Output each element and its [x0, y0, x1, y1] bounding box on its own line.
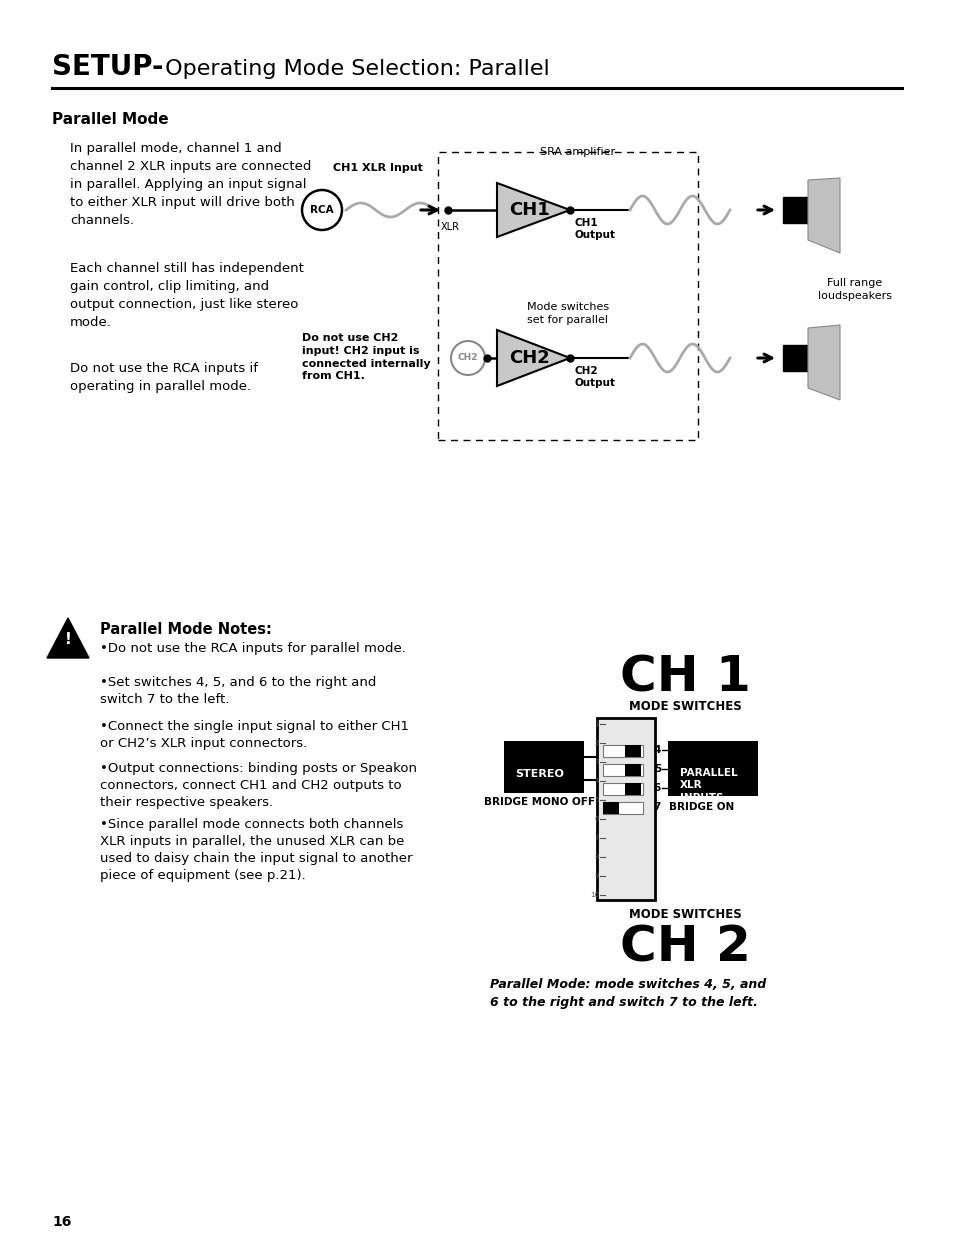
Text: Do not use CH2
input! CH2 input is
connected internally
from CH1.: Do not use CH2 input! CH2 input is conne…: [302, 333, 430, 382]
FancyBboxPatch shape: [597, 718, 655, 900]
FancyBboxPatch shape: [602, 802, 642, 814]
Polygon shape: [497, 330, 569, 387]
Polygon shape: [782, 345, 807, 370]
Text: Parallel Mode: mode switches 4, 5, and
6 to the right and switch 7 to the left.: Parallel Mode: mode switches 4, 5, and 6…: [490, 978, 765, 1009]
Text: Parallel Mode: Parallel Mode: [52, 112, 169, 127]
Text: •Output connections: binding posts or Speakon
connectors, connect CH1 and CH2 ou: •Output connections: binding posts or Sp…: [100, 762, 416, 809]
Polygon shape: [807, 178, 840, 253]
Text: Do not use the RCA inputs if
operating in parallel mode.: Do not use the RCA inputs if operating i…: [70, 362, 257, 393]
FancyBboxPatch shape: [602, 745, 642, 757]
Text: MODE SWITCHES: MODE SWITCHES: [628, 700, 740, 713]
Text: 7: 7: [594, 835, 598, 841]
FancyBboxPatch shape: [602, 783, 642, 795]
Text: BRIDGE MONO OFF: BRIDGE MONO OFF: [484, 797, 595, 806]
Text: 1: 1: [594, 721, 598, 727]
Text: Full range
loudspeakers: Full range loudspeakers: [817, 278, 891, 301]
FancyBboxPatch shape: [503, 741, 583, 793]
Text: •Since parallel mode connects both channels
XLR inputs in parallel, the unused X: •Since parallel mode connects both chann…: [100, 818, 412, 882]
Text: !: !: [65, 632, 71, 647]
FancyBboxPatch shape: [624, 764, 640, 776]
Polygon shape: [47, 618, 89, 658]
Text: CH2
Output: CH2 Output: [575, 366, 616, 388]
Text: CH 1: CH 1: [618, 653, 750, 701]
Polygon shape: [807, 325, 840, 400]
Text: 4: 4: [594, 778, 598, 784]
Text: CH2: CH2: [457, 353, 477, 363]
Text: 2: 2: [594, 740, 598, 746]
Text: SRA amplifier: SRA amplifier: [539, 147, 615, 157]
Text: 6: 6: [653, 783, 660, 793]
Text: PARALLEL
XLR
INPUTS: PARALLEL XLR INPUTS: [679, 768, 737, 803]
Text: In parallel mode, channel 1 and
channel 2 XLR inputs are connected
in parallel. : In parallel mode, channel 1 and channel …: [70, 142, 311, 227]
FancyBboxPatch shape: [667, 741, 758, 797]
Text: 4: 4: [653, 745, 660, 755]
Text: BRIDGE ON: BRIDGE ON: [668, 802, 734, 811]
Text: SETUP-: SETUP-: [52, 53, 163, 82]
FancyBboxPatch shape: [602, 802, 618, 814]
Text: 6: 6: [594, 816, 598, 823]
Text: •Set switches 4, 5, and 6 to the right and
switch 7 to the left.: •Set switches 4, 5, and 6 to the right a…: [100, 676, 376, 706]
Text: Parallel Mode Notes:: Parallel Mode Notes:: [100, 622, 272, 637]
FancyBboxPatch shape: [624, 745, 640, 757]
Text: 5: 5: [594, 797, 598, 803]
Text: 10: 10: [589, 892, 598, 898]
FancyBboxPatch shape: [624, 783, 640, 795]
Text: •Do not use the RCA inputs for parallel mode.: •Do not use the RCA inputs for parallel …: [100, 642, 405, 655]
Text: Operating Mode Selection: Parallel: Operating Mode Selection: Parallel: [158, 59, 549, 79]
Text: STEREO: STEREO: [515, 769, 564, 779]
Text: MODE SWITCHES: MODE SWITCHES: [628, 908, 740, 921]
Text: CH 2: CH 2: [618, 924, 750, 972]
Text: •Connect the single input signal to either CH1
or CH2’s XLR input connectors.: •Connect the single input signal to eith…: [100, 720, 409, 750]
Text: CH1
Output: CH1 Output: [575, 219, 616, 241]
Polygon shape: [782, 198, 807, 224]
Polygon shape: [497, 183, 569, 237]
Text: CH1: CH1: [509, 201, 550, 219]
Text: 16: 16: [52, 1215, 71, 1229]
Text: 8: 8: [594, 853, 598, 860]
Text: 3: 3: [594, 760, 598, 764]
Text: CH2: CH2: [509, 350, 550, 367]
FancyBboxPatch shape: [602, 764, 642, 776]
Text: Mode switches
set for parallel: Mode switches set for parallel: [526, 303, 608, 325]
Text: 7: 7: [653, 802, 660, 811]
Text: XLR: XLR: [440, 222, 459, 232]
Text: 9: 9: [594, 873, 598, 879]
Text: CH1 XLR Input: CH1 XLR Input: [333, 163, 422, 173]
Text: 5: 5: [653, 764, 660, 774]
Text: Each channel still has independent
gain control, clip limiting, and
output conne: Each channel still has independent gain …: [70, 262, 304, 329]
Text: RCA: RCA: [310, 205, 334, 215]
